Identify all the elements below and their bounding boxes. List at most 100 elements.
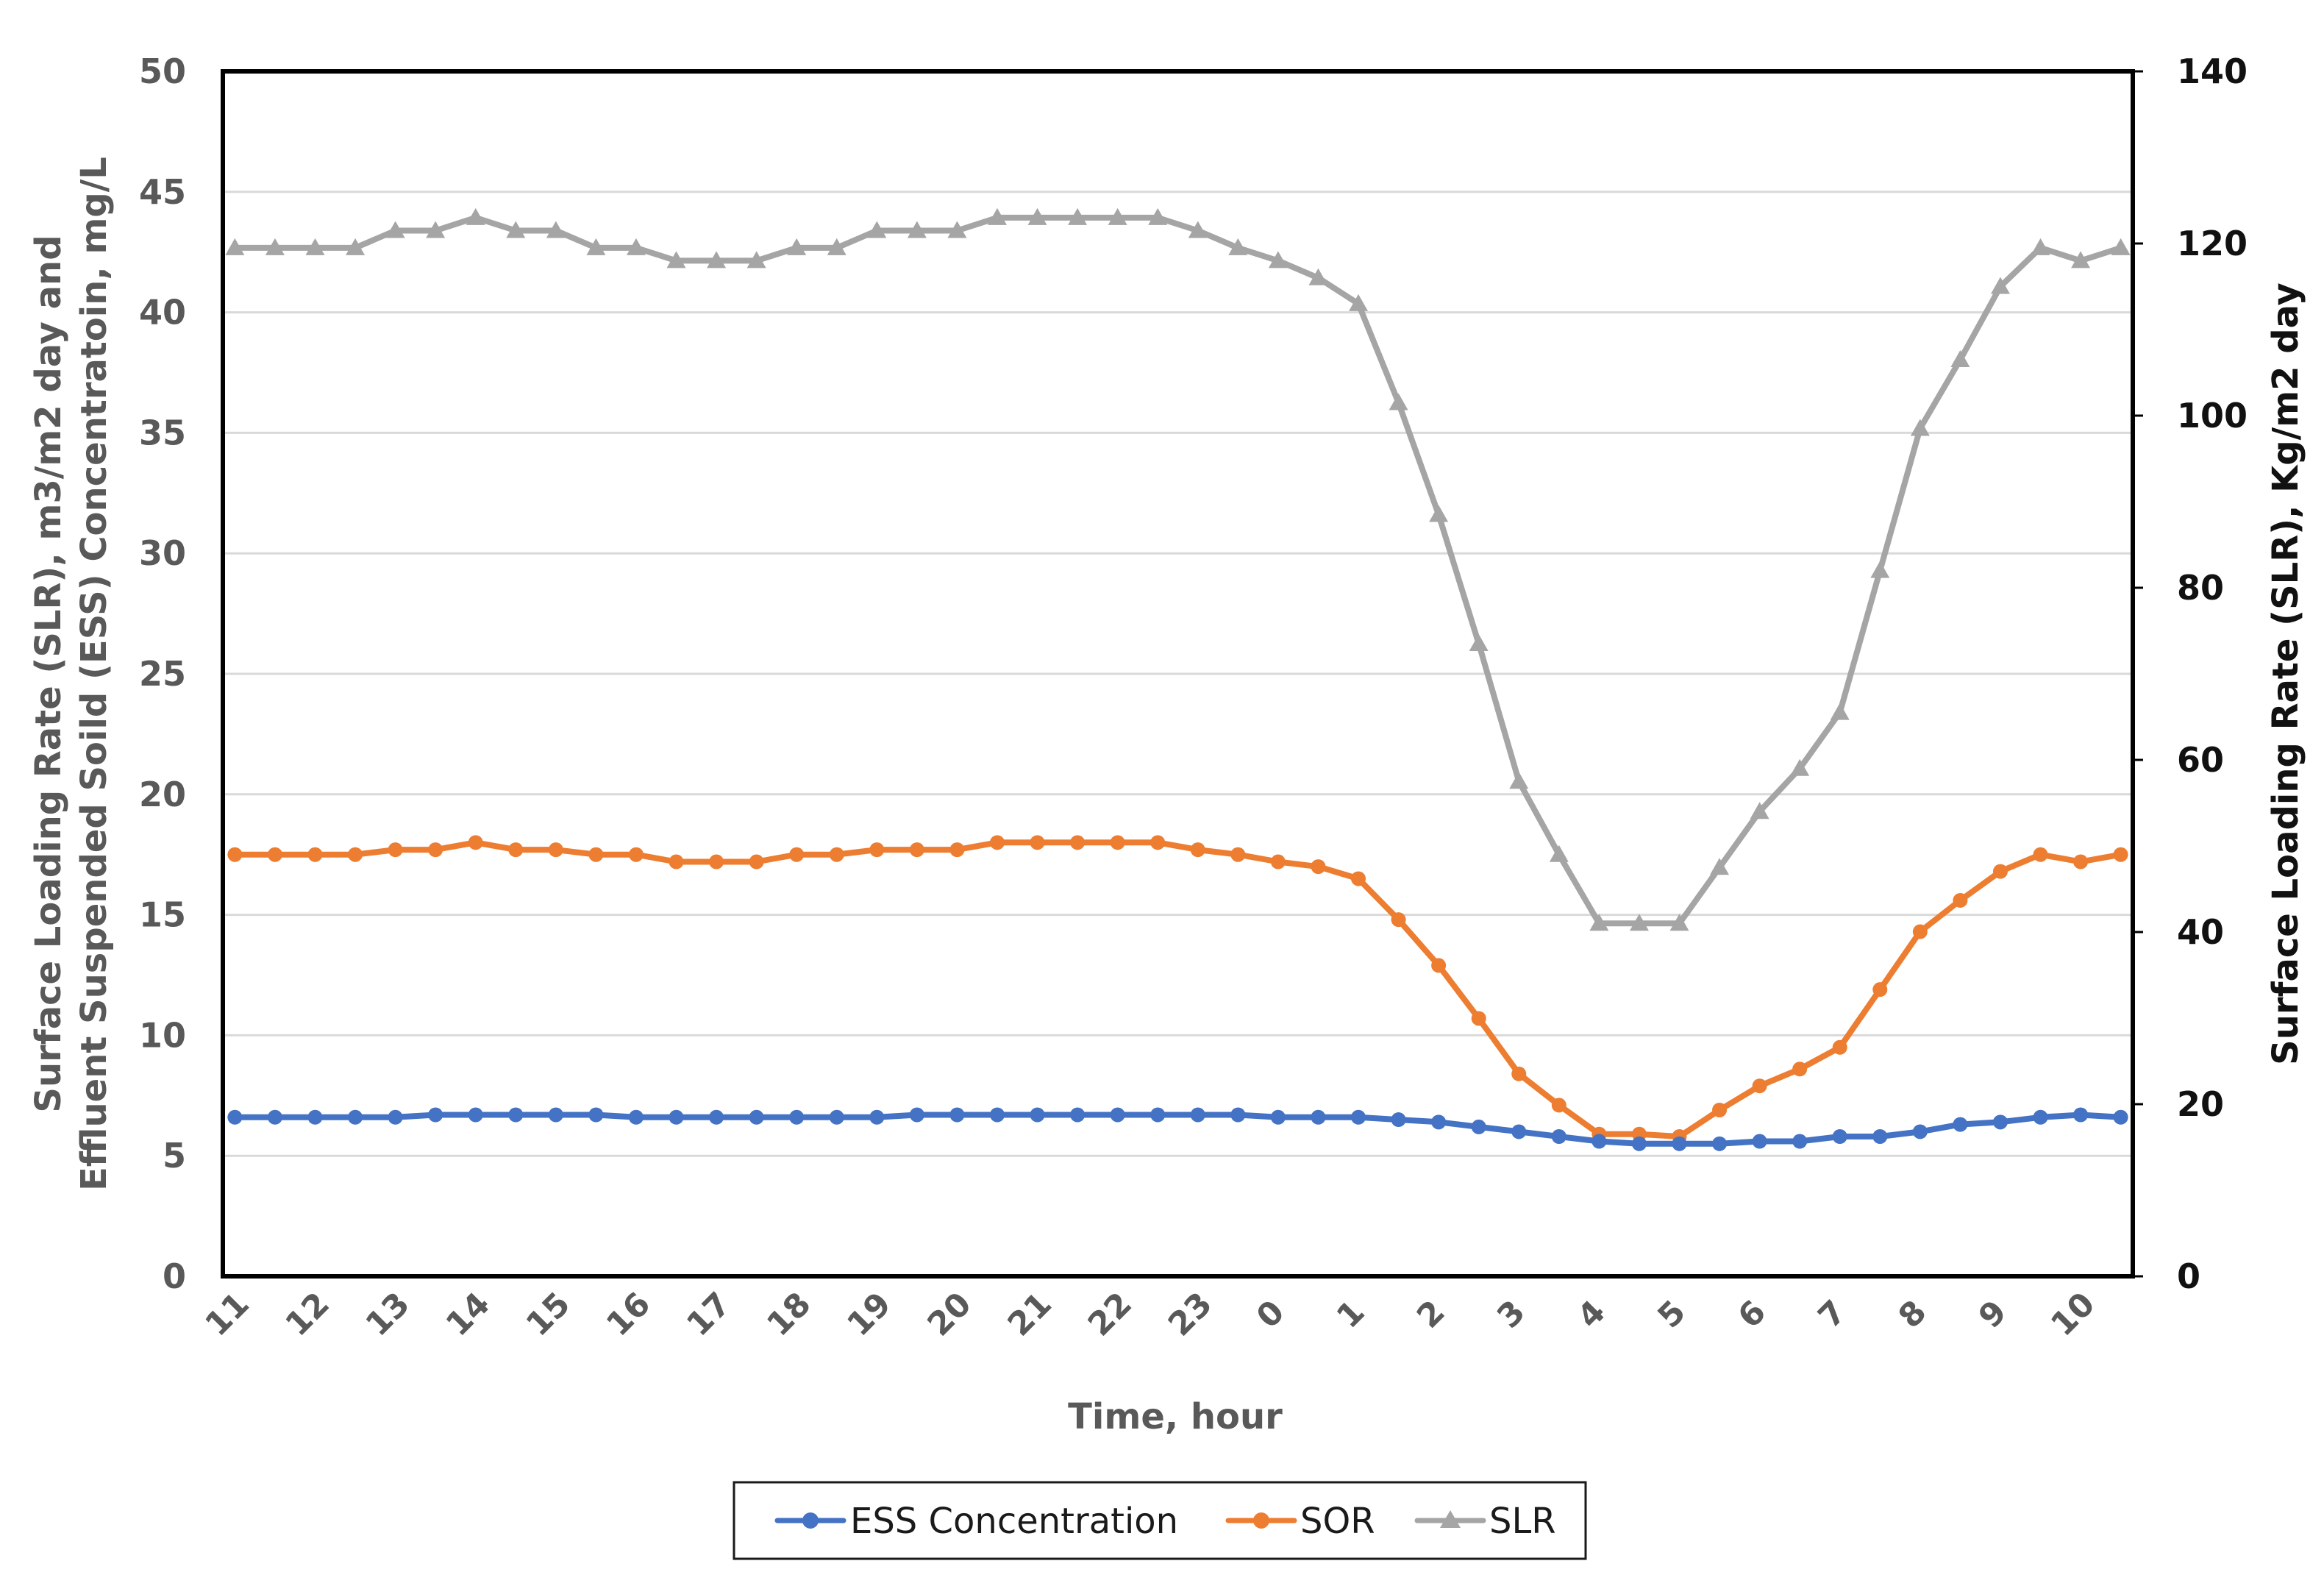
x-axis-title: Time, hour: [1068, 1396, 1283, 1437]
x-tick-label: 11: [198, 1285, 256, 1343]
data-point-slr: [1870, 561, 1890, 578]
data-point-sor: [1792, 1062, 1808, 1077]
x-tick-label: 8: [1892, 1293, 1934, 1336]
left-tick-label: 20: [139, 775, 186, 814]
data-point-ess-concentration: [669, 1109, 684, 1125]
legend-label-sor: SOR: [1300, 1501, 1375, 1542]
data-point-slr: [1549, 844, 1569, 862]
series-line-slr: [232, 214, 2124, 927]
data-point-ess-concentration: [1752, 1134, 1767, 1149]
data-point-sor: [508, 842, 524, 858]
left-tick-label: 0: [163, 1256, 186, 1296]
data-point-ess-concentration: [2033, 1109, 2048, 1125]
data-point-slr: [1469, 634, 1489, 652]
data-point-ess-concentration: [2113, 1109, 2128, 1125]
data-point-ess-concentration: [1230, 1107, 1246, 1123]
data-point-sor: [2113, 847, 2128, 862]
data-point-slr: [867, 221, 887, 238]
data-point-ess-concentration: [508, 1107, 524, 1123]
data-point-ess-concentration: [1110, 1107, 1125, 1123]
x-tick-label: 10: [2044, 1285, 2102, 1343]
data-point-slr: [385, 221, 405, 238]
data-point-ess-concentration: [548, 1107, 563, 1123]
data-point-slr: [305, 238, 325, 255]
legend-item-ess: ESS Concentration: [774, 1501, 1178, 1542]
data-point-ess-concentration: [267, 1109, 282, 1125]
data-point-slr: [1629, 914, 1649, 931]
data-point-ess-concentration: [1591, 1134, 1607, 1149]
data-point-ess-concentration: [1953, 1117, 1968, 1132]
legend-item-slr: SLR: [1414, 1501, 1556, 1542]
x-tick-label: 9: [1972, 1293, 2014, 1336]
data-point-ess-concentration: [1872, 1128, 1888, 1144]
data-point-sor: [1712, 1102, 1728, 1117]
data-point-ess-concentration: [2073, 1107, 2089, 1123]
data-point-slr: [546, 221, 566, 238]
data-point-sor: [1391, 912, 1406, 928]
left-tick-label: 35: [139, 413, 186, 452]
data-point-sor: [1832, 1039, 1847, 1055]
data-point-sor: [789, 847, 805, 862]
data-point-ess-concentration: [1270, 1109, 1286, 1125]
legend-item-sor: SOR: [1225, 1501, 1375, 1542]
data-point-ess-concentration: [628, 1109, 644, 1125]
data-point-slr: [1188, 221, 1208, 238]
data-point-ess-concentration: [829, 1109, 844, 1125]
data-point-sor: [989, 835, 1005, 850]
data-point-ess-concentration: [388, 1109, 403, 1125]
data-point-sor: [1511, 1066, 1527, 1081]
series-ess-concentration: [227, 1107, 2128, 1151]
data-point-sor: [869, 842, 885, 858]
left-axis-title-line-1: Surface Loading Rate (SLR), m3/m2 day an…: [28, 235, 69, 1112]
data-point-ess-concentration: [909, 1107, 924, 1123]
data-point-sor: [1752, 1078, 1767, 1094]
left-tick-label: 45: [139, 172, 186, 212]
data-point-sor: [1270, 854, 1286, 870]
data-point-sor: [1912, 924, 1928, 939]
data-point-sor: [949, 842, 965, 858]
data-point-sor: [1030, 835, 1045, 850]
data-point-sor: [749, 854, 764, 870]
data-point-ess-concentration: [749, 1109, 764, 1125]
data-point-slr: [2071, 251, 2091, 269]
data-point-sor: [1110, 835, 1125, 850]
data-point-slr: [907, 221, 927, 238]
legend: ESS Concentration SOR SLR: [733, 1481, 1587, 1560]
data-point-slr: [787, 238, 807, 255]
x-tick-label: 5: [1650, 1293, 1693, 1336]
data-point-ess-concentration: [1672, 1136, 1687, 1151]
x-tick-label: 18: [760, 1285, 818, 1343]
data-point-slr: [827, 238, 846, 255]
right-tick-label: 20: [2177, 1084, 2224, 1124]
data-point-slr: [225, 238, 245, 255]
data-point-sor: [2073, 854, 2089, 870]
data-point-slr: [466, 207, 485, 225]
data-point-slr: [506, 221, 526, 238]
data-point-ess-concentration: [1551, 1128, 1566, 1144]
data-point-slr: [626, 238, 646, 255]
left-axis-title: Surface Loading Rate (SLR), m3/m2 day an…: [28, 157, 115, 1191]
data-point-ess-concentration: [709, 1109, 724, 1125]
data-point-ess-concentration: [348, 1109, 363, 1125]
data-point-sor: [1872, 982, 1888, 998]
data-point-slr: [1509, 772, 1529, 789]
x-tick-label: 17: [680, 1285, 738, 1343]
data-point-ess-concentration: [1431, 1114, 1447, 1130]
data-point-sor: [348, 847, 363, 862]
series-sor: [227, 835, 2128, 1144]
x-tick-label: 15: [519, 1285, 577, 1343]
data-point-slr: [947, 221, 967, 238]
data-point-ess-concentration: [307, 1109, 323, 1125]
data-point-sor: [1551, 1098, 1566, 1113]
data-point-slr: [1950, 349, 1970, 367]
x-axis-ticks: 11 12 13 14 15 16 17 18 19 20 21 22 23 0 1 2 3 4 5 6 7 8 9 10: [198, 1285, 2102, 1343]
data-point-sor: [227, 847, 243, 862]
data-point-slr: [1148, 207, 1168, 225]
data-point-sor: [669, 854, 684, 870]
data-point-slr: [987, 207, 1007, 225]
data-point-slr: [1910, 419, 1930, 436]
data-point-slr: [1068, 207, 1088, 225]
right-tick-label: 80: [2177, 568, 2224, 608]
x-tick-label: 23: [1161, 1285, 1219, 1343]
data-point-ess-concentration: [1992, 1114, 2008, 1130]
